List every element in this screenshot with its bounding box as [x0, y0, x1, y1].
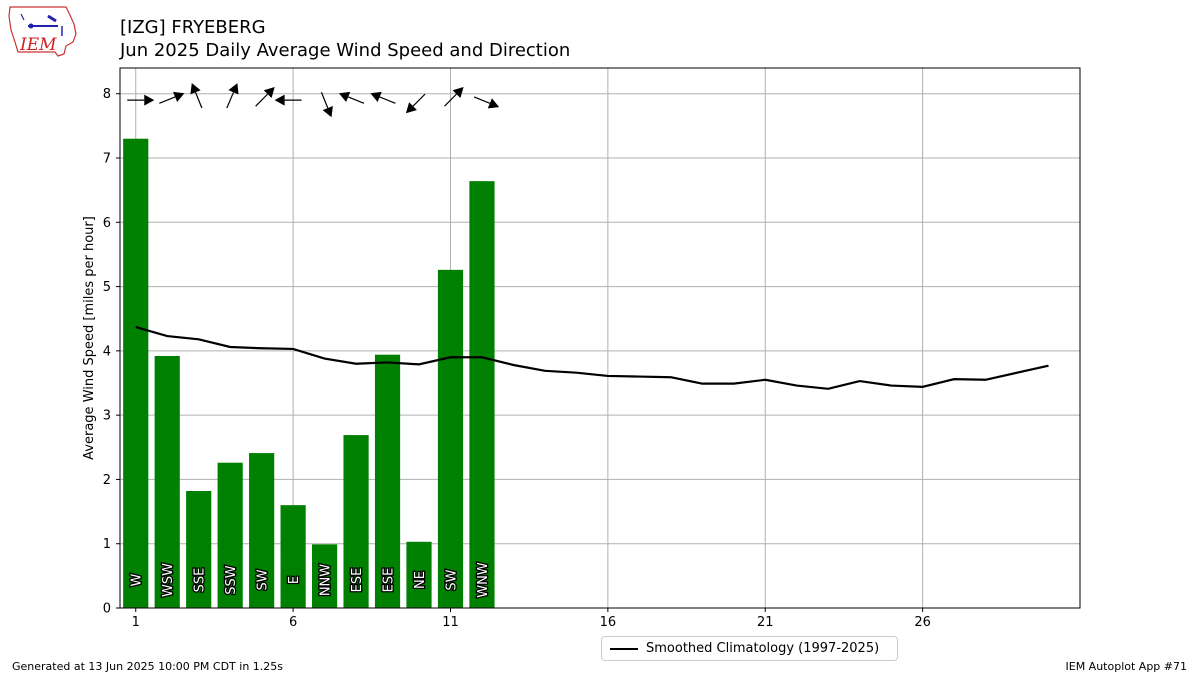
arrow-head [370, 91, 382, 103]
arrow-shaft [194, 92, 203, 109]
y-tick-label: 0 [103, 602, 111, 617]
x-tick-label: 6 [289, 615, 297, 630]
y-tick-label: 2 [103, 473, 111, 488]
arrow-head [173, 91, 185, 103]
wind-direction-arrow [320, 92, 333, 118]
direction-label: SSE [193, 568, 208, 593]
arrow-shaft [412, 93, 426, 107]
wind-direction-arrow [127, 94, 155, 106]
arrow-shaft [379, 96, 396, 104]
arrow-head [452, 87, 464, 99]
y-tick-label: 4 [103, 344, 111, 359]
x-tick-label: 1 [132, 615, 140, 630]
y-tick-label: 5 [103, 280, 111, 295]
chart-title: [IZG] FRYEBERG [120, 17, 266, 38]
wind-speed-bar [280, 505, 306, 608]
direction-label: SW [444, 569, 459, 590]
y-tick-label: 6 [103, 216, 111, 231]
direction-label: E [287, 576, 302, 584]
wind-speed-bar [154, 356, 180, 608]
arrow-head [190, 82, 201, 95]
direction-label: ESE [382, 568, 397, 593]
wind-direction-arrow [190, 82, 203, 109]
x-tick-label: 11 [442, 615, 459, 630]
y-tick-label: 7 [103, 152, 111, 167]
arrow-shaft [226, 92, 235, 109]
wind-direction-arrow [444, 87, 464, 107]
arrow-head [338, 91, 351, 103]
y-tick-label: 8 [103, 87, 111, 102]
arrow-shaft [320, 92, 329, 109]
arrow-head [322, 105, 333, 118]
wind-direction-arrow [226, 83, 239, 109]
arrow-shaft [473, 96, 491, 104]
chart-legend: Smoothed Climatology (1997-2025) [601, 636, 898, 661]
wind-speed-bar [437, 269, 464, 608]
wind-speed-bar [123, 138, 149, 608]
x-tick-label: 21 [757, 615, 774, 630]
direction-label: W [130, 573, 145, 586]
arrow-head [263, 87, 275, 99]
arrow-shaft [255, 93, 269, 107]
climatology-line [135, 326, 1049, 390]
wind-direction-arrow [338, 91, 365, 104]
direction-label: WNW [476, 562, 491, 598]
direction-label: SSW [224, 565, 239, 595]
x-tick-label: 16 [600, 615, 617, 630]
arrow-head [144, 94, 155, 106]
y-tick-label: 3 [103, 409, 111, 424]
wind-direction-arrow [159, 91, 185, 104]
logo-text: IEM [19, 35, 57, 55]
arrow-head [487, 98, 500, 109]
app-footer: IEM Autoplot App #71 [1065, 660, 1188, 673]
wind-direction-arrow [473, 96, 500, 109]
chart-subtitle: Jun 2025 Daily Average Wind Speed and Di… [120, 40, 571, 61]
generated-footer: Generated at 13 Jun 2025 10:00 PM CDT in… [12, 660, 284, 673]
wind-speed-bar [186, 491, 212, 608]
direction-label: NE [413, 571, 428, 589]
wind-speed-bar [374, 354, 401, 608]
wind-speed-bar [406, 541, 432, 608]
legend-line-swatch [610, 647, 638, 650]
plot-frame [119, 67, 1081, 609]
y-tick-label: 1 [103, 537, 111, 552]
wind-direction-arrow [255, 87, 275, 107]
wind-speed-bar [312, 544, 338, 608]
iowa-map-icon: IEM [8, 6, 77, 57]
wind-speed-bar [343, 435, 369, 608]
direction-label: WSW [161, 563, 176, 597]
direction-label: NNW [319, 564, 334, 596]
wind-direction-arrow [370, 91, 396, 104]
wind-speed-bar [217, 462, 243, 608]
wind-speed-bar [469, 181, 495, 608]
direction-label: ESE [350, 568, 365, 593]
wind-speed-bar [249, 453, 275, 608]
iem-logo: IEM [6, 4, 82, 64]
legend-label: Smoothed Climatology (1997-2025) [646, 641, 880, 656]
wind-direction-arrow [405, 93, 426, 114]
wind-direction-arrow [274, 94, 302, 106]
direction-label: SW [256, 569, 271, 590]
y-axis-label: Average Wind Speed [miles per hour] [82, 216, 97, 460]
arrow-head [405, 102, 417, 114]
x-tick-label: 26 [914, 615, 931, 630]
arrow-head [274, 94, 285, 106]
arrow-shaft [159, 96, 176, 104]
arrow-shaft [347, 96, 365, 104]
arrow-head [228, 83, 239, 95]
arrow-shaft [444, 93, 457, 107]
